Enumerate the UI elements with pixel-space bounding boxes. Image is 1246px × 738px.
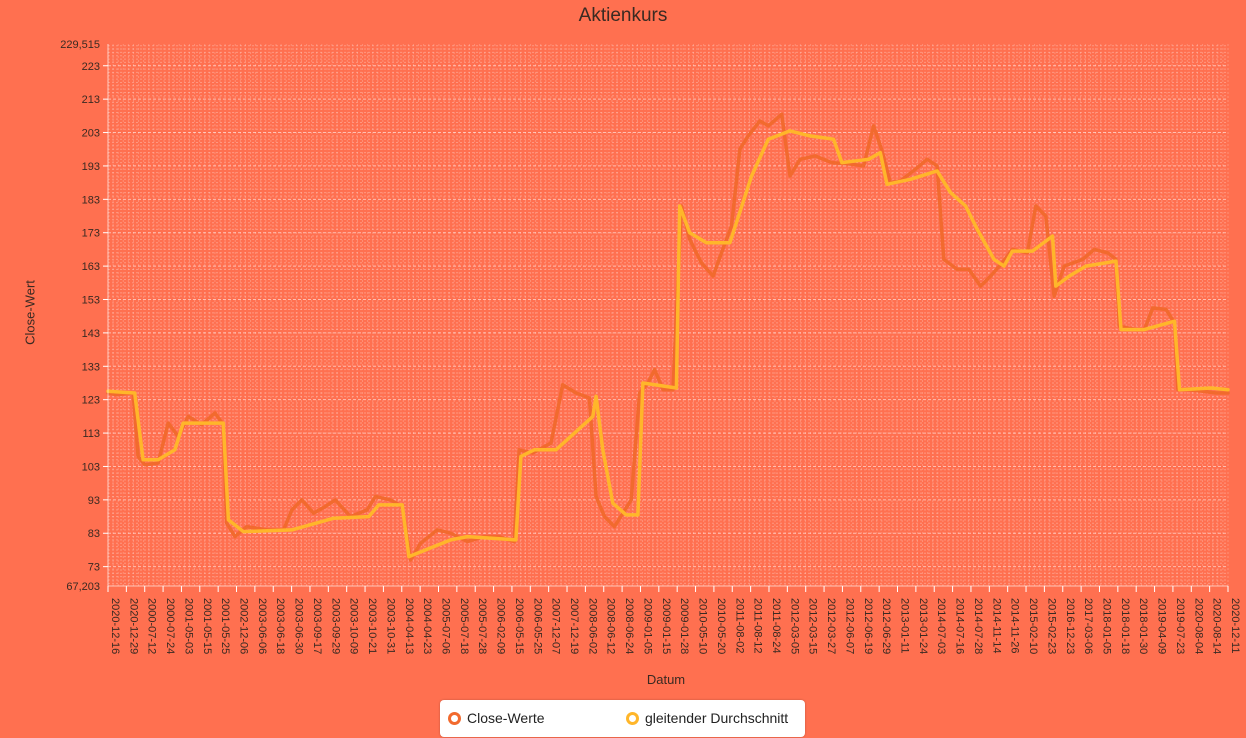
x-tick-label: 2020-08-14 — [1211, 598, 1223, 654]
x-tick-label: 2012-06-07 — [843, 598, 855, 654]
x-tick-label: 2008-06-24 — [623, 598, 635, 654]
y-tick-label: 223 — [82, 61, 100, 73]
y-tick-label: 163 — [82, 261, 100, 273]
x-tick-label: 2008-06-02 — [586, 598, 598, 654]
x-tick-label: 2003-10-21 — [366, 598, 378, 654]
x-tick-label: 2014-07-16 — [954, 598, 966, 654]
chart-title: Aktienkurs — [578, 5, 668, 26]
x-tick-label: 2011-08-02 — [733, 598, 745, 653]
y-tick-label: 123 — [82, 395, 100, 407]
x-tick-label: 2013-01-24 — [917, 598, 929, 654]
x-tick-label: 2018-01-05 — [1100, 598, 1112, 654]
x-tick-label: 2003-06-06 — [256, 598, 268, 654]
x-tick-label: 2002-12-06 — [238, 598, 250, 654]
x-tick-label: 2017-03-06 — [1082, 598, 1094, 654]
x-tick-label: 2004-04-23 — [421, 598, 433, 654]
x-tick-label: 2013-01-11 — [899, 598, 911, 653]
x-tick-label: 2020-12-11 — [1229, 598, 1241, 653]
legend-marker-close — [448, 711, 461, 725]
x-tick-label: 2001-05-03 — [182, 598, 194, 654]
x-tick-label: 2012-06-29 — [880, 598, 892, 654]
legend: Close-Werte gleitender Durchschnitt — [440, 700, 805, 737]
legend-label-close: Close-Werte — [467, 710, 545, 726]
x-tick-label: 2014-07-03 — [935, 598, 947, 654]
plot-background — [108, 44, 1228, 586]
x-tick-label: 2005-07-28 — [476, 598, 488, 654]
series-line-average — [106, 129, 1230, 559]
legend-label-average: gleitender Durchschnitt — [645, 710, 789, 726]
y-tick-label: 113 — [82, 428, 100, 440]
x-tick-label: 2009-01-15 — [660, 598, 672, 654]
x-tick-label: 2010-05-20 — [715, 598, 727, 654]
grid-lines — [107, 44, 1229, 586]
y-tick-label: 203 — [82, 128, 100, 140]
x-tick-label: 2014-11-14 — [990, 598, 1002, 653]
x-tick-label: 2007-12-07 — [550, 598, 562, 654]
x-tick-label: 2020-12-16 — [109, 598, 121, 654]
legend-marker-average — [626, 711, 639, 725]
y-tick-label: 73 — [88, 562, 100, 574]
legend-item-close[interactable]: Close-Werte — [448, 710, 545, 726]
plot-area — [108, 44, 1228, 586]
x-tick-label: 2003-10-09 — [348, 598, 360, 654]
x-tick-label: 2003-10-31 — [384, 598, 396, 654]
x-tick-label: 2018-01-30 — [1137, 598, 1149, 654]
x-tick-label: 2003-06-30 — [293, 598, 305, 654]
x-axis: 2020-12-16 2020-12-29 2000-07-12 2000-07-24… — [107, 585, 1241, 654]
x-tick-label: 2005-07-18 — [458, 598, 470, 654]
x-tick-label: 2007-12-19 — [568, 598, 580, 654]
x-tick-label: 2010-05-10 — [697, 598, 709, 654]
x-tick-label: 2020-12-29 — [127, 598, 139, 654]
x-tick-label: 2019-07-23 — [1174, 598, 1186, 654]
y-extreme-label: 67,203 — [66, 581, 100, 593]
x-tick-label: 2012-03-05 — [788, 598, 800, 654]
x-tick-label: 2015-02-23 — [1045, 598, 1057, 654]
y-tick-label: 93 — [88, 495, 100, 507]
x-tick-label: 2009-01-28 — [678, 598, 690, 654]
x-axis-label: Datum — [646, 672, 686, 687]
x-tick-label: 2014-07-28 — [972, 598, 984, 654]
x-tick-label: 2000-07-12 — [146, 598, 158, 654]
x-tick-label: 2016-12-23 — [1064, 598, 1076, 654]
x-tick-label: 2011-08-24 — [770, 598, 782, 653]
x-tick-label: 2015-02-10 — [1027, 598, 1039, 654]
y-tick-label: 133 — [82, 361, 100, 373]
x-tick-label: 2012-03-27 — [825, 598, 837, 654]
x-tick-label: 2006-05-15 — [513, 598, 525, 654]
y-tick-label: 143 — [82, 328, 100, 340]
y-tick-label: 213 — [82, 94, 100, 106]
x-tick-label: 2006-02-09 — [495, 598, 507, 654]
y-tick-label: 183 — [82, 194, 100, 206]
x-tick-label: 2014-11-26 — [1009, 598, 1021, 653]
legend-item-average[interactable]: gleitender Durchschnitt — [626, 710, 788, 726]
x-tick-label: 2012-03-15 — [807, 598, 819, 654]
y-tick-label: 173 — [82, 228, 100, 240]
x-tick-label: 2003-09-17 — [311, 598, 323, 654]
x-tick-label: 2000-07-24 — [164, 598, 176, 654]
x-tick-label: 2001-05-15 — [201, 598, 213, 654]
x-tick-label: 2003-06-18 — [274, 598, 286, 654]
x-tick-label: 2020-08-04 — [1192, 598, 1204, 654]
x-tick-label: 2012-06-19 — [862, 598, 874, 654]
y-tick-label: 83 — [88, 528, 100, 540]
x-tick-label: 2005-07-06 — [439, 598, 451, 654]
x-tick-label: 2019-04-09 — [1156, 598, 1168, 654]
x-tick-label: 2001-05-25 — [219, 598, 231, 654]
y-extreme-label: 229,515 — [60, 39, 100, 51]
x-tick-label: 2011-08-12 — [752, 598, 764, 653]
y-tick-label: 193 — [82, 161, 100, 173]
x-tick-label: 2018-01-18 — [1119, 598, 1131, 654]
y-tick-label: 103 — [82, 461, 100, 473]
y-tick-label: 153 — [82, 295, 100, 307]
y-axis: 73 83 93 103 113 123 133 143 153 163 173 183 193 203 2… — [60, 39, 109, 593]
line-chart: 73 83 93 103 113 123 133 143 153 163 173 183 193 203 2… — [60, 39, 1241, 654]
x-tick-label: 2009-01-05 — [641, 598, 653, 654]
series-layer — [106, 112, 1230, 562]
x-tick-label: 2006-05-25 — [531, 598, 543, 654]
x-tick-label: 2008-06-12 — [605, 598, 617, 654]
x-tick-label: 2003-09-29 — [329, 598, 341, 654]
x-tick-label: 2004-04-13 — [403, 598, 415, 654]
